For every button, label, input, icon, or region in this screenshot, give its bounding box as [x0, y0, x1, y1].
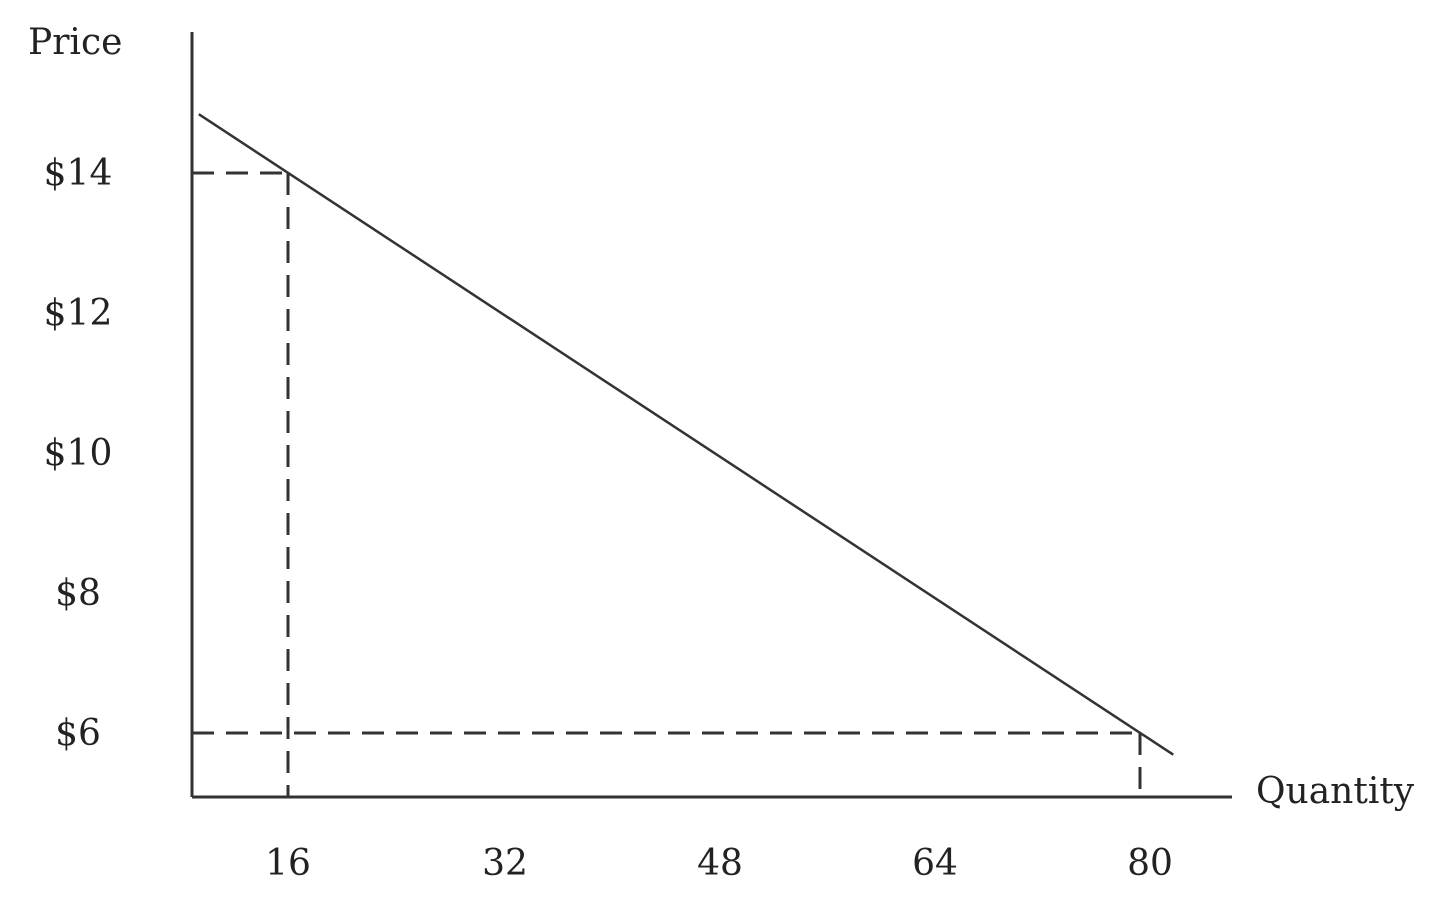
x-tick-label: 64 — [912, 843, 958, 884]
demand-curve — [198, 113, 1174, 756]
y-tick-label: $6 — [55, 713, 101, 754]
x-tick-label: 32 — [482, 843, 528, 884]
y-tick-label: $12 — [44, 293, 113, 334]
y-tick-label: $14 — [44, 153, 113, 194]
x-axis-label: Quantity — [1256, 771, 1415, 812]
x-tick-label: 16 — [265, 843, 311, 884]
y-tick-label: $8 — [55, 573, 101, 614]
y-tick-label: $10 — [44, 433, 113, 474]
y-axis-label: Price — [28, 22, 122, 63]
x-tick-label: 80 — [1127, 843, 1173, 884]
x-tick-label: 48 — [697, 843, 743, 884]
